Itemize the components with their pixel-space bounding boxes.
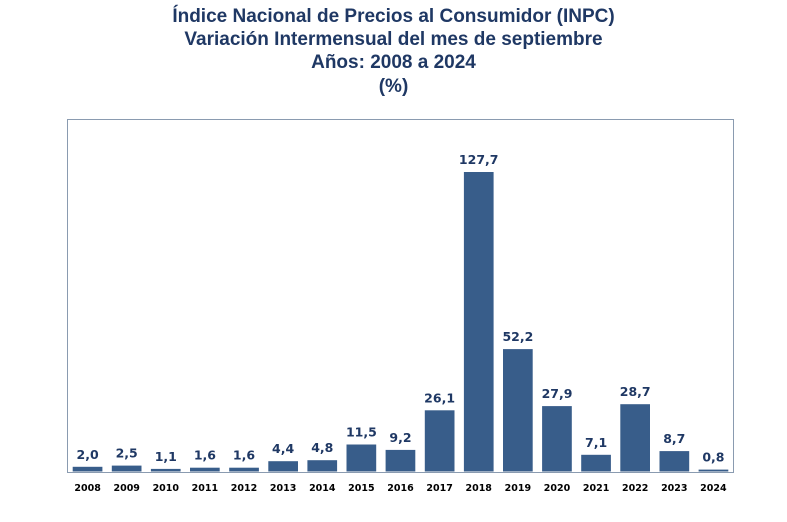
chart-title-line-2: Variación Intermensual del mes de septie…	[184, 29, 603, 50]
bar-2011	[190, 467, 220, 472]
bar-2015	[346, 444, 377, 472]
data-label-2015: 11,5	[346, 425, 377, 440]
chart-title-line-3: Años: 2008 a 2024	[311, 52, 476, 73]
x-tick-label-2009: 2009	[113, 483, 139, 494]
x-tick-label-2014: 2014	[309, 483, 336, 494]
x-tick-label-2016: 2016	[387, 483, 414, 494]
x-tick-label-2010: 2010	[153, 483, 180, 494]
bar-2013	[268, 461, 298, 472]
bar-2017	[424, 410, 455, 472]
data-label-2009: 2,5	[116, 446, 138, 461]
data-label-2011: 1,6	[194, 448, 216, 463]
data-label-2019: 52,2	[502, 329, 533, 344]
x-tick-label-2018: 2018	[465, 483, 492, 494]
bar-2010	[150, 468, 181, 472]
data-label-2016: 9,2	[389, 430, 411, 445]
data-label-2024: 0,8	[702, 450, 724, 465]
data-label-2013: 4,4	[272, 441, 294, 456]
data-label-2021: 7,1	[585, 435, 607, 450]
x-tick-label-2017: 2017	[426, 483, 452, 494]
bar-2019	[503, 349, 533, 472]
data-label-2018: 127,7	[459, 152, 499, 167]
bar-2023	[659, 451, 690, 472]
chart-title-line-1: Índice Nacional de Precios al Consumidor…	[172, 6, 615, 27]
x-tick-label-2015: 2015	[348, 483, 374, 494]
bar-2016	[385, 449, 416, 472]
x-tick-label-2022: 2022	[622, 483, 648, 494]
bar-2020	[542, 406, 572, 472]
x-tick-label-2012: 2012	[231, 483, 257, 494]
data-label-2012: 1,6	[233, 448, 255, 463]
bar-2014	[307, 460, 338, 472]
x-tick-label-2019: 2019	[505, 483, 531, 494]
x-tick-label-2020: 2020	[544, 483, 571, 494]
x-tick-label-2013: 2013	[270, 483, 296, 494]
x-tick-label-2011: 2011	[192, 483, 218, 494]
data-label-2017: 26,1	[424, 390, 455, 405]
bar-2024	[698, 469, 729, 472]
data-label-2010: 1,1	[155, 449, 177, 464]
bar-2021	[581, 454, 611, 472]
data-label-2023: 8,7	[663, 431, 685, 446]
bar-2018	[463, 172, 494, 472]
bar-2009	[111, 465, 142, 472]
bar-2012	[229, 467, 259, 472]
bar-2008	[72, 466, 103, 472]
data-label-2020: 27,9	[542, 386, 573, 401]
data-label-2008: 2,0	[77, 447, 99, 462]
chart-title-line-4: (%)	[378, 76, 409, 97]
data-label-2014: 4,8	[311, 440, 333, 455]
x-tick-label-2024: 2024	[700, 483, 727, 494]
bar-2022	[620, 404, 650, 472]
x-tick-label-2023: 2023	[661, 483, 687, 494]
x-tick-label-2008: 2008	[74, 483, 101, 494]
data-label-2022: 28,7	[620, 384, 651, 399]
x-tick-label-2021: 2021	[583, 483, 609, 494]
